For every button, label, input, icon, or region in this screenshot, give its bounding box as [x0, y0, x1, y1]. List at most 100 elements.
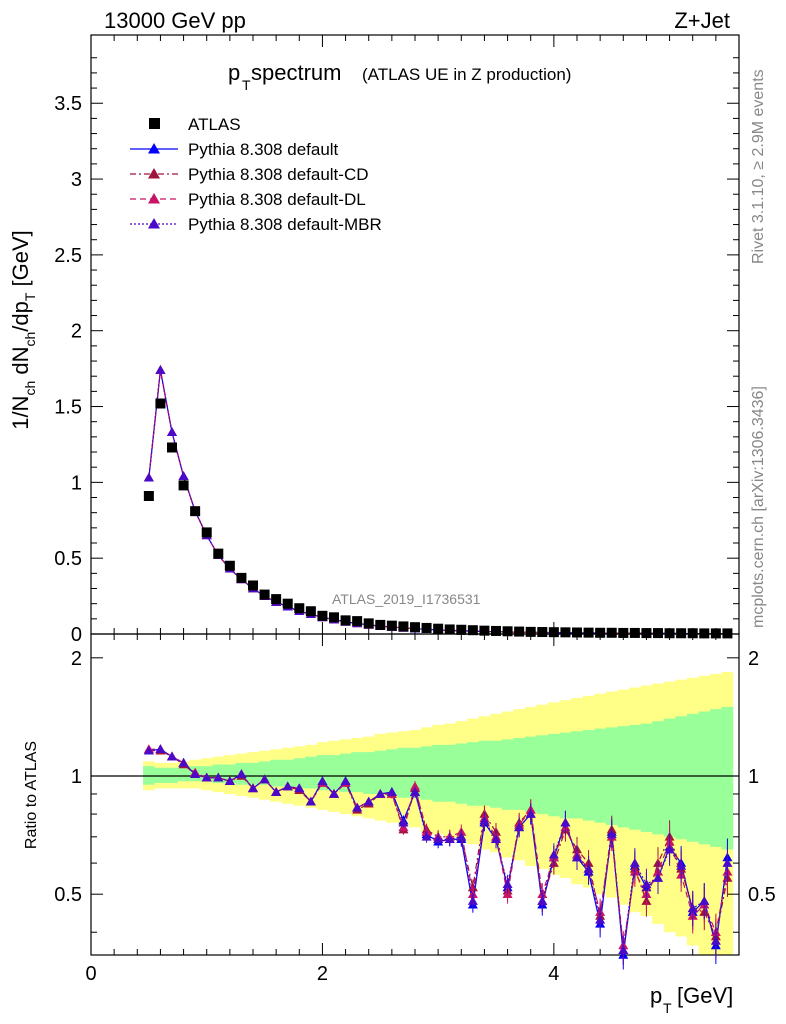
atlas-point	[629, 627, 640, 638]
legend-label: Pythia 8.308 default-DL	[188, 190, 366, 209]
atlas-point	[410, 622, 420, 633]
top-ylabel-text: 1/Nch dNch/dpT [GeV]	[8, 230, 38, 430]
ratio-point	[143, 745, 154, 755]
atlas-point	[710, 628, 721, 639]
ratio-point	[386, 787, 397, 796]
atlas-point	[479, 625, 490, 636]
ratio-point	[641, 879, 652, 889]
atlas-point	[456, 624, 467, 635]
atlas-point	[248, 580, 258, 591]
ratio-point	[664, 844, 675, 854]
ratio-plot-frame	[90, 633, 740, 956]
atlas-point	[606, 627, 617, 638]
atlas-point	[491, 625, 501, 636]
legend-marker-atlas	[149, 118, 160, 129]
main-plot: 0 0.5 1 1.5 2 2.5 3 3.5	[54, 34, 740, 955]
atlas-point	[687, 628, 698, 639]
ratio-y-tick-label: 1	[71, 766, 82, 788]
ratio-point	[710, 935, 721, 945]
atlas-point	[143, 491, 154, 502]
ratio-point	[224, 776, 235, 785]
legend-marker	[148, 193, 160, 204]
atlas-point	[525, 626, 536, 637]
legend-marker	[148, 218, 160, 229]
atlas-point	[722, 628, 733, 639]
ratio-point	[560, 817, 571, 827]
atlas-point	[190, 506, 201, 517]
mc-point	[155, 365, 166, 374]
ratio-point	[548, 849, 559, 859]
ratio-point	[421, 831, 432, 841]
x-tick-label: 2	[317, 963, 328, 985]
atlas-point	[548, 627, 559, 638]
ratio-point	[190, 769, 201, 779]
ratio-point	[410, 787, 420, 796]
mc-point	[167, 427, 177, 437]
ratio-point	[467, 896, 478, 905]
ratio-point	[305, 796, 316, 806]
ratio-y-tick-label: 2	[71, 648, 82, 670]
uncertainty-band-stat	[143, 706, 734, 850]
ratio-point	[410, 781, 420, 791]
ratio-point	[444, 834, 455, 844]
atlas-point	[236, 572, 247, 583]
atlas-point	[224, 560, 235, 571]
x-tick-label: 4	[548, 963, 559, 985]
mc-point	[178, 471, 189, 481]
atlas-point	[676, 628, 687, 639]
ratio-point	[699, 896, 710, 905]
ratio-point	[294, 783, 305, 793]
ratio-point	[479, 815, 490, 825]
energy-label: 13000 GeV pp	[104, 8, 246, 33]
atlas-point	[329, 612, 339, 623]
atlas-point	[664, 628, 675, 639]
atlas-point	[386, 620, 397, 631]
ratio-point	[201, 772, 212, 782]
xlabel-sub: T	[663, 1000, 672, 1016]
ratio-point	[618, 945, 629, 954]
atlas-point	[305, 606, 316, 617]
ratio-point	[363, 796, 374, 806]
ratio-point	[456, 831, 467, 841]
ratio-point	[340, 776, 351, 785]
legend-marker	[148, 143, 160, 154]
atlas-point	[271, 594, 282, 605]
ratio-point	[329, 788, 339, 798]
atlas-point	[294, 603, 305, 614]
atlas-point	[514, 626, 525, 637]
top-y-tick-label: 0	[71, 624, 82, 646]
legend-marker	[148, 168, 160, 179]
atlas-point	[178, 480, 189, 491]
legend-label: Pythia 8.308 default-MBR	[188, 215, 382, 234]
top-y-tick-label: 2.5	[54, 245, 82, 267]
atlas-point	[618, 627, 629, 638]
ratio-plot: 0 2 4 0.5 0.5 1 1 2 2	[54, 633, 776, 985]
legend: ATLAS Pythia 8.308 default Pythia 8.308 de…	[130, 115, 382, 234]
ratio-point	[271, 787, 282, 796]
top-y-tick-label: 2	[71, 321, 82, 343]
title-sub: T	[242, 77, 251, 93]
atlas-point	[583, 627, 594, 638]
atlas-point	[167, 442, 177, 453]
ratio-point	[606, 829, 617, 839]
atlas-point	[699, 628, 710, 639]
ratio-point	[352, 802, 363, 812]
plot-title: p T spectrum (ATLAS UE in Z production)	[228, 60, 571, 93]
atlas-point	[595, 627, 606, 638]
atlas-point	[375, 619, 386, 630]
atlas-point	[155, 398, 166, 409]
atlas-point	[340, 615, 351, 626]
ratio-point	[676, 860, 687, 870]
legend-label: ATLAS	[188, 115, 241, 134]
ratio-point	[502, 879, 513, 889]
ratio-point	[653, 872, 663, 882]
ratio-point	[248, 783, 258, 793]
atlas-point	[433, 623, 444, 634]
analysis-tag: ATLAS_2019_I1736531	[332, 591, 481, 607]
x-tick-label: 0	[85, 963, 96, 985]
ratio-point	[236, 769, 247, 779]
ratio-point	[282, 781, 293, 791]
rivet-label: Rivet 3.1.10, ≥ 2.9M events	[750, 69, 767, 264]
ratio-point	[514, 822, 525, 832]
atlas-point	[352, 616, 363, 627]
